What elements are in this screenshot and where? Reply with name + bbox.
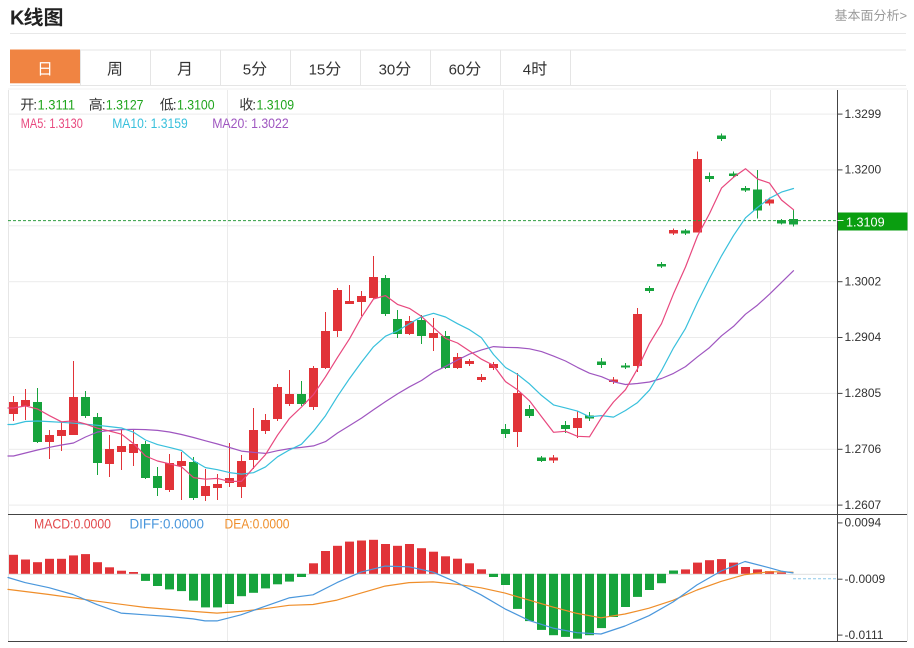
svg-text:30: 30 (379, 62, 396, 79)
svg-text:1.2904: 1.2904 (845, 330, 882, 344)
svg-text:MA5: 1.3130: MA5: 1.3130 (21, 116, 83, 131)
svg-text:1.2706: 1.2706 (845, 442, 882, 456)
svg-text::: : (33, 97, 37, 113)
svg-text:MA10: 1.3159: MA10: 1.3159 (112, 116, 188, 131)
svg-text:DEA:0.0000: DEA:0.0000 (225, 516, 290, 532)
svg-text:1.3002: 1.3002 (845, 274, 882, 288)
svg-text:-0.0111: -0.0111 (845, 628, 884, 642)
svg-text:DIFF:0.0000: DIFF:0.0000 (130, 516, 205, 532)
svg-text:4: 4 (523, 62, 531, 79)
svg-text:MACD:0.0000: MACD:0.0000 (34, 516, 111, 532)
svg-text:1.3109: 1.3109 (846, 215, 885, 230)
svg-text:60: 60 (449, 62, 466, 79)
svg-text::: : (173, 97, 177, 113)
svg-text:K: K (10, 8, 25, 30)
svg-text:1.3111: 1.3111 (38, 97, 76, 113)
svg-text:1.3299: 1.3299 (845, 107, 882, 121)
svg-text:MA20: 1.3022: MA20: 1.3022 (212, 116, 289, 131)
svg-text:1.2805: 1.2805 (845, 386, 882, 400)
svg-text::: : (102, 97, 106, 113)
svg-text:1.3109: 1.3109 (257, 97, 295, 113)
svg-text:0.0094: 0.0094 (845, 516, 882, 530)
svg-text:5: 5 (243, 62, 251, 79)
svg-text:>: > (900, 8, 908, 23)
svg-text:15: 15 (309, 62, 326, 79)
svg-text:-0.0009: -0.0009 (845, 572, 886, 586)
svg-text:1.3200: 1.3200 (845, 163, 882, 177)
svg-text:1.2607: 1.2607 (845, 498, 882, 512)
svg-text::: : (252, 97, 256, 113)
svg-text:1.3100: 1.3100 (177, 97, 215, 113)
svg-text:1.3127: 1.3127 (106, 97, 144, 113)
